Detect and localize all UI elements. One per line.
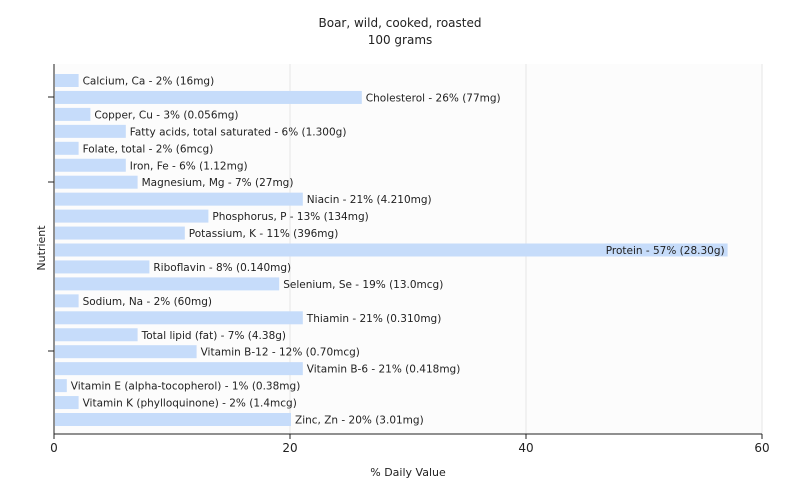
x-tick-label: 40 xyxy=(518,441,533,455)
bar xyxy=(55,141,79,155)
bar xyxy=(55,175,138,189)
y-axis-label: Nutrient xyxy=(35,225,48,271)
bar xyxy=(55,413,291,426)
bar-label: Riboflavin - 8% (0.140mg) xyxy=(153,262,291,274)
bar-label: Vitamin K (phylloquinone) - 2% (1.4mcg) xyxy=(83,398,297,410)
bar-label: Magnesium, Mg - 7% (27mg) xyxy=(142,177,294,189)
bar-label: Potassium, K - 11% (396mg) xyxy=(189,228,339,240)
bar xyxy=(55,90,362,104)
bar xyxy=(55,277,280,291)
bar-label: Thiamin - 21% (0.310mg) xyxy=(306,313,442,325)
bar-label: Vitamin B-12 - 12% (0.70mcg) xyxy=(201,347,360,359)
x-tick-label: 20 xyxy=(282,441,297,455)
bar-label: Cholesterol - 26% (77mg) xyxy=(366,92,501,104)
bar xyxy=(55,345,197,359)
x-tick-label: 60 xyxy=(754,441,769,455)
bar xyxy=(55,396,79,410)
bar-label: Sodium, Na - 2% (60mg) xyxy=(83,296,212,308)
bar-label: Protein - 57% (28.30g) xyxy=(606,245,725,257)
bar-label: Vitamin E (alpha-tocopherol) - 1% (0.38m… xyxy=(71,381,300,393)
bar xyxy=(55,311,303,325)
bar-label: Iron, Fe - 6% (1.12mg) xyxy=(130,160,248,172)
bar xyxy=(55,226,185,240)
chart-title: Boar, wild, cooked, roasted xyxy=(319,16,482,30)
x-tick-label: 0 xyxy=(50,441,58,455)
bar xyxy=(55,209,209,223)
bar-label: Phosphorus, P - 13% (134mg) xyxy=(212,211,368,223)
bar xyxy=(55,107,91,121)
bar-label: Total lipid (fat) - 7% (4.38g) xyxy=(141,330,286,342)
bar-label: Fatty acids, total saturated - 6% (1.300… xyxy=(130,126,347,138)
bar xyxy=(55,328,138,342)
bar xyxy=(55,192,303,206)
bar-label: Folate, total - 2% (6mcg) xyxy=(83,143,214,155)
bar-label: Selenium, Se - 19% (13.0mcg) xyxy=(283,279,443,291)
bar-label: Vitamin B-6 - 21% (0.418mg) xyxy=(307,364,461,376)
chart-subtitle: 100 grams xyxy=(368,33,433,47)
bar-label: Copper, Cu - 3% (0.056mg) xyxy=(94,109,238,121)
bar xyxy=(55,243,728,257)
bar xyxy=(55,362,303,376)
x-axis-label: % Daily Value xyxy=(370,466,446,479)
bar xyxy=(55,124,126,138)
bar-label: Niacin - 21% (4.210mg) xyxy=(307,194,432,206)
bar-label: Calcium, Ca - 2% (16mg) xyxy=(83,76,215,88)
bar xyxy=(55,294,79,308)
plot-area: Calcium, Ca - 2% (16mg) Cholesterol - 26%… xyxy=(48,64,770,455)
bar-label: Zinc, Zn - 20% (3.01mg) xyxy=(295,415,424,427)
bar xyxy=(55,74,79,87)
bar xyxy=(55,260,150,274)
bar xyxy=(55,158,126,172)
bar xyxy=(55,379,67,393)
